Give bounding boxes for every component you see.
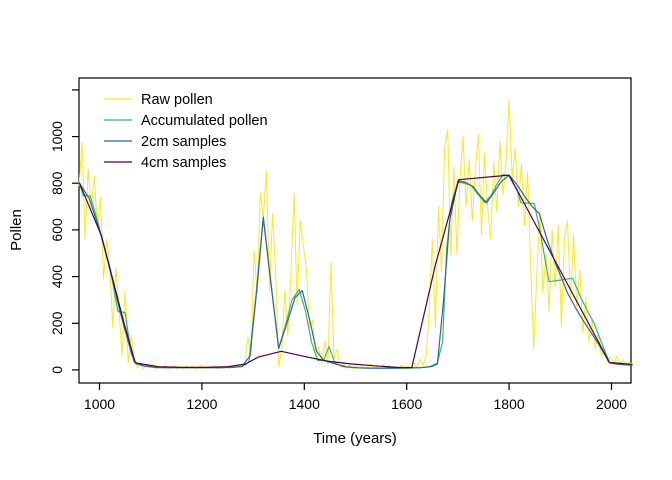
legend-label-4cm-samples: 4cm samples xyxy=(141,155,226,171)
accumulated-pollen-line xyxy=(78,173,633,369)
y-tick-label: 0 xyxy=(49,366,65,374)
y-axis-title: Pollen xyxy=(8,209,25,251)
x-tick-label: 1400 xyxy=(289,396,320,412)
x-tick-label: 1600 xyxy=(391,396,422,412)
y-tick-label: 200 xyxy=(49,311,65,335)
legend-label-accumulated-pollen: Accumulated pollen xyxy=(141,113,268,129)
legend-label-2cm-samples: 2cm samples xyxy=(141,134,226,150)
x-tick-label: 1800 xyxy=(494,396,525,412)
y-tick-label: 800 xyxy=(49,171,65,195)
x-tick-label: 1000 xyxy=(84,396,115,412)
legend-label-raw-pollen: Raw pollen xyxy=(141,92,213,108)
4cm-samples-line xyxy=(78,174,633,369)
x-tick-label: 2000 xyxy=(596,396,627,412)
legend: Raw pollen Accumulated pollen 2cm sample… xyxy=(104,92,268,171)
plot-area: 1000 1200 1400 1600 1800 2000 0 200 400 600 800 100… xyxy=(49,77,633,412)
x-tick-label: 1200 xyxy=(186,396,217,412)
y-tick-label: 600 xyxy=(49,218,65,242)
2cm-samples-line xyxy=(78,174,633,369)
y-tick-label: 1000 xyxy=(49,121,65,152)
y-tick-label: 400 xyxy=(49,265,65,289)
x-axis-title: Time (years) xyxy=(313,430,397,447)
plot-box xyxy=(78,77,632,384)
